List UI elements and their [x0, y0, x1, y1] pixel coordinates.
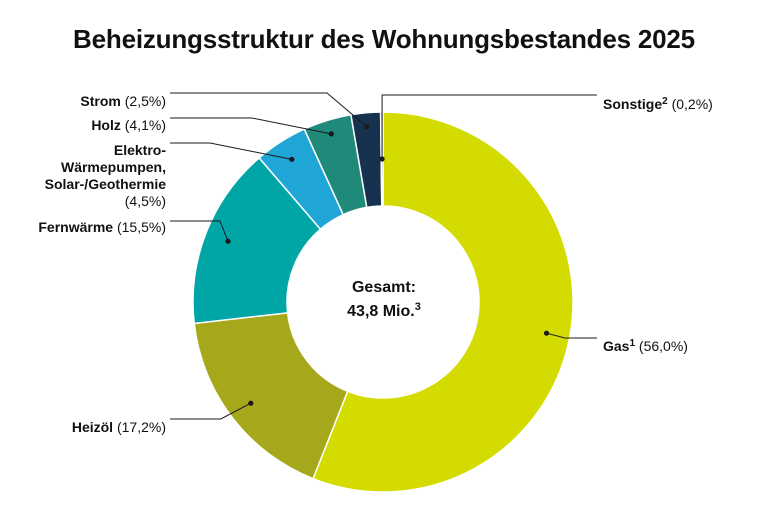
slice-label-name: Wärmepumpen,: [60, 159, 166, 175]
slice-6-leader-line: [381, 94, 597, 160]
slice-label-value: (4,5%): [124, 193, 166, 209]
center-label-line2: 43,8 Mio.3: [334, 300, 434, 324]
slice-1-leader-line: [170, 402, 252, 420]
center-label-footnote: 3: [414, 301, 421, 313]
slice-label-0: Gas1 (56,0%): [603, 338, 688, 355]
center-label-total: 43,8 Mio.: [347, 303, 415, 320]
slice-label-5: Strom (2,5%): [80, 93, 166, 110]
slice-label-value: (2,5%): [124, 93, 166, 109]
slice-label-name: Holz: [91, 117, 121, 133]
slice-label-value: (4,1%): [124, 117, 166, 133]
chart-title: Beheizungsstruktur des Wohnungsbestandes…: [73, 24, 695, 54]
slice-label-value: (56,0%): [638, 338, 688, 354]
leaders-layer: [170, 92, 597, 420]
center-label: Gesamt: 43,8 Mio.3: [334, 276, 434, 324]
slice-3-leader-line: [170, 142, 292, 160]
slice-label-4: Holz (4,1%): [91, 117, 166, 134]
slice-label-name: Fernwärme: [38, 219, 114, 235]
center-label-line1: Gesamt:: [351, 279, 417, 296]
slice-label-name: Elektro-: [113, 142, 166, 158]
slice-2: [192, 156, 322, 325]
slice-label-2: Fernwärme (15,5%): [38, 219, 166, 236]
slice-0: [312, 111, 574, 493]
slice-label-name: Heizöl: [71, 419, 114, 435]
slice-label-value: (17,2%): [116, 419, 166, 435]
slice-2-leader-line: [170, 220, 229, 242]
slice-label-value: (0,2%): [671, 96, 713, 112]
slice-label-value: (15,5%): [116, 219, 166, 235]
slice-label-footnote: 1: [629, 338, 636, 349]
slice-label-3: Elektro- Wärmepumpen, Solar-/Geothermie (4,…: [45, 142, 166, 210]
slice-label-1: Heizöl (17,2%): [72, 419, 166, 436]
slice-0-leader-line: [546, 332, 597, 339]
slice-label-name: Sonstige: [603, 96, 663, 112]
slice-label-name: Solar-/Geothermie: [44, 176, 166, 192]
slice-label-name: Gas: [603, 338, 630, 354]
slice-label-name: Strom: [80, 93, 121, 109]
slices-layer: [192, 111, 574, 493]
slice-label-6: Sonstige2 (0,2%): [603, 96, 713, 113]
slice-4-leader-line: [170, 117, 332, 135]
slice-5-leader-line: [170, 92, 368, 128]
slice-1: [193, 312, 349, 480]
slice-label-footnote: 2: [662, 96, 668, 107]
